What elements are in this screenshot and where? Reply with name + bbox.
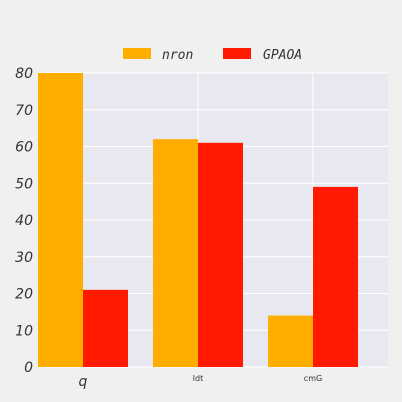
- y-tick-label: 20: [15, 287, 33, 303]
- y-tick-label: 80: [15, 66, 33, 82]
- x-tick-label: q: [79, 374, 88, 390]
- legend-label-gpaoa: GPAOA: [263, 48, 302, 63]
- y-tick-label: 0: [24, 360, 33, 376]
- y-tick-label: 70: [15, 103, 33, 119]
- legend-swatch-gpaoa: [223, 48, 251, 59]
- y-tick-label: 60: [15, 140, 33, 156]
- y-tick-label: 50: [15, 176, 33, 192]
- x-tick-label: ldt: [193, 374, 203, 383]
- y-axis-ticks: 0 10 20 30 40 50 60 70 80: [15, 66, 33, 376]
- x-tick-label: cmG: [304, 374, 322, 383]
- bar-nron-q: [38, 73, 83, 367]
- legend: nron GPAOA: [123, 48, 302, 63]
- bar-gpaoa-q: [83, 289, 128, 367]
- bar-nron-cmG: [268, 315, 313, 367]
- bars: [38, 73, 358, 367]
- y-tick-label: 30: [15, 250, 33, 266]
- y-tick-label: 10: [15, 323, 33, 339]
- x-axis-ticks: q ldt cmG: [79, 374, 323, 390]
- bar-gpaoa-cmG: [313, 186, 358, 367]
- legend-swatch-nron: [123, 48, 151, 59]
- bar-nron-ldt: [153, 139, 198, 367]
- bar-gpaoa-ldt: [198, 142, 243, 367]
- legend-label-nron: nron: [162, 48, 193, 63]
- y-tick-label: 40: [15, 213, 33, 229]
